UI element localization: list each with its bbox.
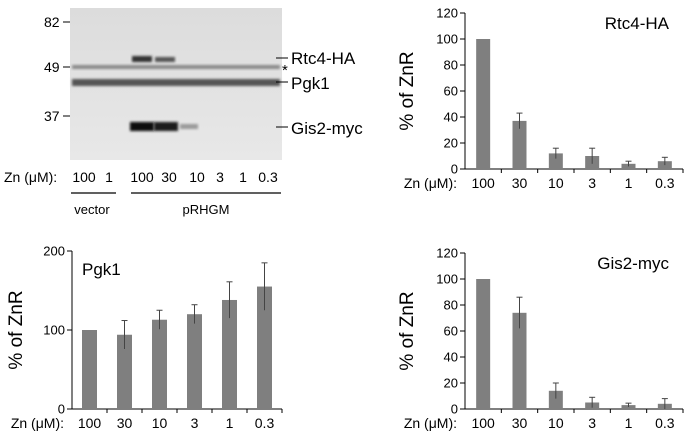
zn-label: Zn (μM): (4, 169, 57, 185)
pgk1-band (72, 79, 280, 86)
bar (117, 334, 132, 409)
bar (476, 39, 491, 169)
vector-group-label: vector (74, 202, 110, 217)
x-tick-label: 0.3 (255, 415, 275, 431)
bar (548, 390, 563, 409)
y-axis-label: % of ZnR (397, 51, 418, 130)
y-tick-label: 40 (444, 350, 458, 365)
lane-label: 10 (189, 169, 205, 185)
x-tick-label: 10 (548, 175, 564, 191)
gis2-chart: 0 20 40 60 80 100 120 100 30 10 3 1 0.3 Zn (μM): % of … (397, 246, 684, 431)
bar (512, 120, 527, 169)
rtc4-band-lane-30 (155, 57, 175, 62)
y-tick-label: 60 (444, 324, 458, 339)
y-tick-label: 80 (444, 58, 458, 73)
nonspecific-band (72, 65, 280, 69)
y-tick-label: 0 (58, 402, 65, 417)
lane-label: 100 (72, 169, 96, 185)
bar (476, 279, 491, 409)
pgk1-chart: 0 100 200 100 30 10 3 1 0.3 Zn (μM): % of ZnR Pgk1 (6, 244, 283, 431)
panel-label: Rtc4-HA (605, 14, 670, 33)
bar (222, 299, 237, 409)
y-tick-label: 100 (43, 323, 65, 338)
x-tick-label: 3 (588, 175, 596, 191)
y-axis-label: % of ZnR (6, 290, 27, 369)
bar (187, 314, 202, 409)
y-tick-label: 80 (444, 298, 458, 313)
y-tick-label: 0 (451, 162, 458, 177)
x-tick-label: 30 (512, 415, 528, 431)
x-tick-label: 3 (191, 415, 199, 431)
bar (82, 330, 97, 409)
x-tick-label: 100 (78, 415, 102, 431)
x-tick-label: 100 (471, 175, 495, 191)
x-axis-label: Zn (μM): (404, 175, 457, 191)
x-axis-label: Zn (μM): (11, 415, 64, 431)
x-tick-label: 1 (226, 415, 234, 431)
gis2-band-lane-30 (154, 122, 178, 131)
y-tick-label: 120 (436, 246, 458, 261)
x-tick-label: 10 (548, 415, 564, 431)
mw-marker-37: 37 (44, 108, 60, 124)
lane-label: 1 (105, 169, 113, 185)
rtc4-band-label: Rtc4-HA (291, 49, 356, 68)
gis2-band-label: Gis2-myc (291, 119, 363, 138)
gis2-band-lane-10 (180, 124, 198, 129)
x-tick-label: 1 (625, 415, 633, 431)
bar (512, 312, 527, 409)
gis2-band-lane-100 (130, 122, 154, 131)
bar (257, 286, 272, 409)
prhgm-group-label: pRHGM (183, 202, 230, 217)
lane-label: 30 (161, 169, 177, 185)
y-tick-label: 0 (451, 402, 458, 417)
y-tick-label: 40 (444, 110, 458, 125)
bar (548, 153, 563, 169)
mw-marker-49: 49 (44, 59, 60, 75)
y-tick-label: 200 (43, 244, 65, 259)
lane-label: 100 (130, 169, 154, 185)
lane-label: 3 (216, 169, 224, 185)
lane-label: 0.3 (258, 169, 278, 185)
y-tick-label: 20 (444, 136, 458, 151)
asterisk-label: * (282, 62, 288, 79)
lane-label: 1 (239, 169, 247, 185)
y-tick-label: 20 (444, 376, 458, 391)
x-tick-label: 30 (117, 415, 133, 431)
x-tick-label: 10 (152, 415, 168, 431)
x-tick-label: 100 (471, 415, 495, 431)
rtc4-band-lane-100 (132, 56, 152, 62)
y-tick-label: 100 (436, 32, 458, 47)
western-blot-panel: 82 49 37 Rtc4-HA * Pgk1 Gis2-myc Zn (μM)… (4, 8, 363, 217)
bar (152, 319, 167, 409)
x-tick-label: 1 (625, 175, 633, 191)
y-tick-label: 120 (436, 6, 458, 21)
x-axis-label: Zn (μM): (404, 415, 457, 431)
pgk1-band-label: Pgk1 (291, 74, 330, 93)
x-tick-label: 0.3 (655, 175, 675, 191)
rtc4-chart: 0 20 40 60 80 100 120 100 30 10 3 1 0.3 Zn (μM): % of … (397, 6, 684, 191)
y-axis-label: % of ZnR (397, 291, 418, 370)
x-tick-label: 0.3 (655, 415, 675, 431)
panel-label: Gis2-myc (597, 254, 669, 273)
x-tick-label: 30 (512, 175, 528, 191)
panel-label: Pgk1 (82, 260, 121, 279)
y-tick-label: 100 (436, 272, 458, 287)
y-tick-label: 60 (444, 84, 458, 99)
x-tick-label: 3 (588, 415, 596, 431)
mw-marker-82: 82 (44, 14, 60, 30)
